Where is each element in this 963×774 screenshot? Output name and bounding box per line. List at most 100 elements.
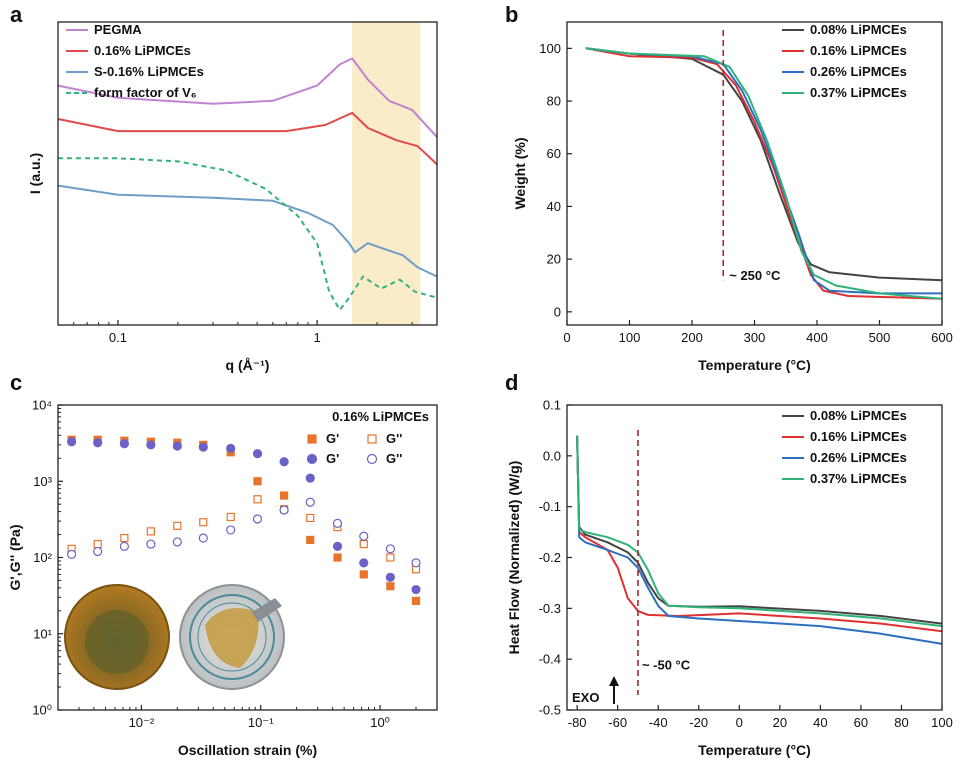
marker-s3 [146, 440, 156, 450]
marker-s1 [280, 491, 289, 500]
legend-entry: 0.16% LiPMCEs [810, 43, 907, 58]
panel-letter: a [10, 2, 23, 27]
legend-entry: S-0.16% LiPMCEs [94, 64, 204, 79]
marker-s2 [386, 553, 395, 562]
legend-swatch [367, 434, 377, 444]
y-tick-label: 80 [547, 94, 561, 109]
x-tick-label: 0 [736, 715, 743, 730]
marker-s4 [146, 539, 156, 549]
film-piece [205, 608, 259, 668]
y-axis-label: Heat Flow (Normalized) (W/g) [506, 461, 522, 655]
x-tick-label: 10⁻² [129, 715, 155, 730]
exo-arrow-head-icon [609, 676, 619, 686]
y-tick-label: -0.2 [539, 550, 561, 565]
legend-entry: PEGMA [94, 22, 142, 37]
series-line-3 [576, 435, 943, 645]
x-tick-label: 1 [313, 330, 320, 345]
x-tick-label: 200 [681, 330, 703, 345]
y-tick-label: 0 [554, 304, 561, 319]
x-tick-label: 0.1 [109, 330, 127, 345]
marker-s3 [411, 584, 421, 595]
y-axis-label: I (a.u.) [27, 153, 43, 194]
series-line-3 [57, 184, 438, 278]
panel-a: 0.1 1 q (Å⁻¹) I (a.u.) a PEGMA 0.16% LiPMCEs S-… [10, 2, 438, 373]
series-line-4 [576, 435, 943, 628]
marker-s3 [93, 438, 103, 448]
marker-s2 [359, 539, 368, 549]
y-tick-label: 10¹ [33, 626, 52, 641]
marker-s2 [146, 527, 155, 536]
onset-label: ~ 250 °C [729, 268, 781, 283]
marker-s4 [119, 541, 129, 551]
panel-letter: c [10, 370, 22, 395]
tweezer [252, 598, 282, 622]
legend-entry: form factor of V₆ [94, 85, 197, 100]
x-tick-label: 10⁻¹ [248, 715, 274, 730]
x-tick-label: 300 [744, 330, 766, 345]
y-tick-label: 20 [547, 252, 561, 267]
marker-s4 [305, 497, 315, 507]
y-tick-label: 10⁴ [32, 398, 52, 413]
y-axis-label: Weight (%) [512, 137, 528, 209]
marker-s4 [93, 546, 103, 557]
marker-s1 [333, 553, 342, 562]
seal-ring-inner [197, 602, 267, 672]
marker-s1 [386, 582, 395, 591]
marker-s4 [411, 558, 421, 568]
panel-letter: b [505, 2, 518, 27]
marker-s3 [252, 449, 263, 459]
panel-c: 10⁻² 10⁻¹ 10⁰ 10⁰ 10¹ 10² 10³ 10⁴ Oscillation st… [7, 370, 438, 758]
y-tick-label: 40 [547, 199, 561, 214]
x-tick-label: 0 [563, 330, 570, 345]
marker-s4 [252, 514, 263, 524]
legend-entry: 0.16% LiPMCEs [810, 429, 907, 444]
legend-swatch [366, 453, 378, 465]
highlight-band [352, 22, 421, 325]
panel-b: ~ 250 °C 0 100 200 300 400 500 600 0 20 40 60 80 100 T… [505, 2, 953, 373]
series-line-1 [57, 57, 438, 138]
marker-s2 [199, 518, 208, 527]
y-tick-label: -0.4 [539, 652, 561, 667]
series-line-1 [585, 47, 943, 282]
sample-inner [85, 610, 149, 674]
marker-s3 [119, 439, 129, 449]
legend-entry: 0.08% LiPMCEs [810, 408, 907, 423]
marker-s2 [226, 512, 235, 522]
series-line-1 [576, 435, 943, 625]
legend-entry: G'' [386, 451, 402, 466]
marker-s1 [306, 535, 315, 545]
y-tick-label: 10² [33, 550, 52, 565]
x-axis-label: Temperature (°C) [698, 742, 811, 758]
legend-entry: 0.37% LiPMCEs [810, 471, 907, 486]
panel-d: ~ -50 °C -80 -60 -40 -20 0 20 40 60 80 100 -0.5 -0.4… [505, 370, 953, 758]
marker-s2 [253, 495, 262, 504]
y-tick-label: 10³ [33, 474, 52, 489]
x-tick-label: 100 [931, 715, 953, 730]
x-tick-label: -20 [689, 715, 708, 730]
legend-entry: 0.26% LiPMCEs [810, 450, 907, 465]
marker-s3 [226, 443, 236, 453]
x-tick-label: -60 [608, 715, 627, 730]
series-line-4 [585, 47, 943, 300]
x-tick-label: 60 [854, 715, 868, 730]
marker-s3 [359, 558, 369, 568]
sample-photo-2 [179, 584, 285, 690]
marker-s4 [279, 505, 289, 515]
x-tick-label: -40 [649, 715, 668, 730]
y-tick-label: -0.5 [539, 703, 561, 718]
x-tick-label: 400 [806, 330, 828, 345]
legend-entry: 0.16% LiPMCEs [94, 43, 191, 58]
marker-s3 [172, 441, 182, 451]
transition-label: ~ -50 °C [642, 657, 691, 672]
y-tick-label: 0.0 [543, 448, 561, 463]
x-tick-label: 500 [869, 330, 891, 345]
marker-s3 [279, 457, 289, 467]
panel-letter: d [505, 370, 518, 395]
marker-s4 [332, 518, 343, 529]
marker-s4 [359, 531, 369, 541]
legend-entry: G' [326, 431, 339, 446]
y-tick-label: -0.3 [539, 601, 561, 616]
legend-entry: G'' [386, 431, 402, 446]
legend-entry: G' [326, 451, 339, 466]
